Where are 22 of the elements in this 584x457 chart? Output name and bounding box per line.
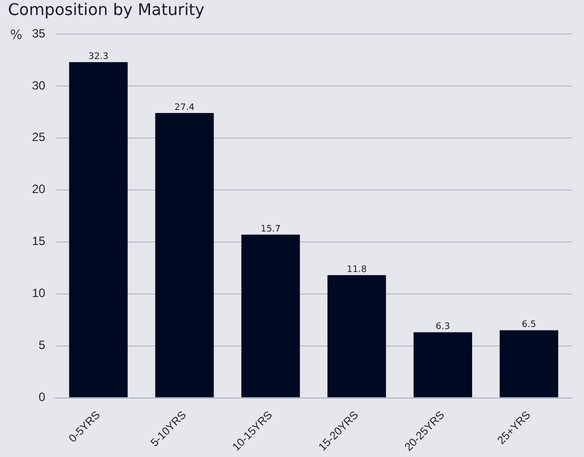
data-label: 6.3 xyxy=(436,322,450,332)
bar xyxy=(241,234,300,398)
data-label: 11.8 xyxy=(346,264,368,275)
bar xyxy=(155,112,214,398)
y-tick-label: 5 xyxy=(38,338,46,352)
chart-title: Composition by Maturity xyxy=(8,0,205,19)
data-label: 27.4 xyxy=(174,102,195,113)
y-tick-label: 30 xyxy=(32,78,46,92)
y-tick-label: 35 xyxy=(32,26,46,40)
y-axis-title: % xyxy=(10,28,22,43)
data-label: 32.3 xyxy=(88,52,108,62)
y-tick-label: 20 xyxy=(32,182,46,196)
y-tick-label: 0 xyxy=(38,390,46,404)
bar xyxy=(327,275,386,398)
bar xyxy=(69,62,128,398)
data-label: 6.5 xyxy=(522,320,536,330)
y-tick-label: 15 xyxy=(32,234,46,248)
bar xyxy=(500,330,558,398)
y-tick-label: 25 xyxy=(32,130,46,144)
y-tick-label: 10 xyxy=(32,286,46,300)
bar xyxy=(414,332,472,398)
data-label: 15.7 xyxy=(260,224,281,234)
